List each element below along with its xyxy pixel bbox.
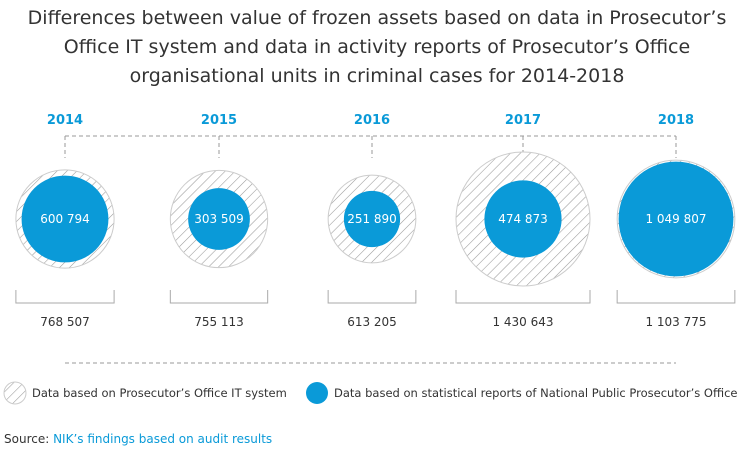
legend-label-it-system: Data based on Prosecutor’s Office IT sys… (32, 386, 287, 400)
outer-value-2016: 613 205 (347, 315, 397, 329)
year-label-2016: 2016 (354, 113, 390, 128)
inner-value-2016: 251 890 (347, 212, 397, 226)
legend-hatch-swatch (3, 381, 27, 405)
source-text: NIK’s findings based on audit results (53, 432, 273, 446)
outer-value-2015: 755 113 (194, 315, 244, 329)
chart-title: Differences between value of frozen asse… (27, 7, 727, 87)
bracket-2014 (15, 290, 115, 304)
inner-circle-2018 (618, 161, 734, 277)
year-label-2018: 2018 (658, 113, 694, 128)
inner-value-2014: 600 794 (40, 212, 90, 226)
inner-circle-2017 (484, 180, 562, 258)
inner-value-2017: 474 873 (498, 212, 548, 226)
outer-value-2018: 1 103 775 (645, 315, 706, 329)
inner-circle-2014 (21, 175, 109, 263)
bracket-2017 (455, 290, 591, 304)
inner-circle-2016 (343, 190, 401, 248)
source-prefix: Source: (4, 432, 54, 446)
source-note: Source: NIK’s findings based on audit re… (4, 432, 272, 446)
year-label-2015: 2015 (201, 113, 237, 128)
legend-solid-swatch (306, 382, 328, 404)
inner-circle-2015 (188, 188, 250, 250)
year-label-2014: 2014 (47, 113, 83, 128)
inner-value-2015: 303 509 (194, 212, 244, 226)
bracket-2016 (327, 290, 417, 304)
bracket-2018 (616, 290, 736, 304)
legend-label-statistical-reports: Data based on statistical reports of Nat… (334, 386, 737, 400)
outer-value-2014: 768 507 (40, 315, 90, 329)
bracket-2015 (169, 290, 269, 304)
outer-value-2017: 1 430 643 (492, 315, 553, 329)
year-label-2017: 2017 (505, 113, 541, 128)
inner-value-2018: 1 049 807 (645, 212, 706, 226)
